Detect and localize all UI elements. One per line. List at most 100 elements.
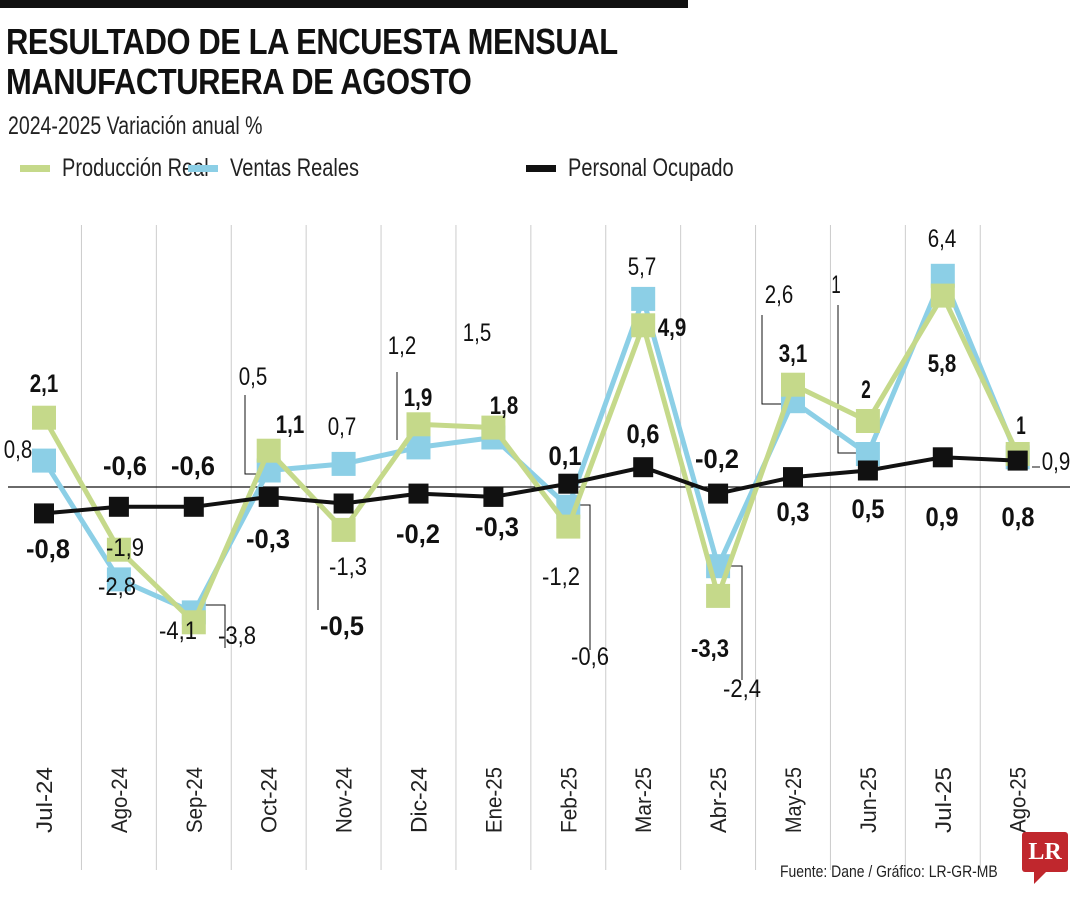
data-label: -0,8 (26, 534, 70, 564)
data-label: 0,5 (239, 363, 268, 391)
data-marker (783, 467, 803, 488)
data-marker (855, 409, 880, 433)
data-label: 0,5 (852, 494, 885, 524)
data-marker (481, 415, 506, 440)
leader-line (761, 315, 790, 405)
title-line-2: MANUFACTURERA DE AGOSTO (6, 61, 472, 102)
x-tick-label: May-25 (781, 767, 806, 833)
data-label: 4,9 (658, 314, 687, 342)
x-tick-label: Ene-25 (481, 767, 506, 833)
data-marker (331, 451, 356, 476)
x-tick-label: Jul-24 (32, 767, 57, 833)
x-tick-label: Jul-25 (931, 767, 956, 833)
data-label: -1,2 (542, 563, 580, 591)
data-marker (32, 448, 56, 473)
data-marker (708, 483, 729, 504)
data-label: -2,8 (98, 573, 136, 601)
data-label: 1,1 (276, 411, 305, 439)
data-marker (408, 483, 429, 504)
legend-label-ventas: Ventas Reales (230, 154, 359, 182)
legend-swatch-produccion (20, 165, 50, 172)
logo-text: LR (1028, 838, 1062, 865)
data-label: 0,1 (549, 441, 582, 471)
data-label: 5,7 (628, 253, 657, 281)
data-marker (706, 583, 731, 608)
data-label: 0,8 (4, 436, 33, 464)
data-label: 2,1 (30, 370, 59, 398)
data-marker (631, 313, 656, 338)
data-marker (258, 486, 279, 507)
data-marker (781, 372, 805, 397)
data-label: 3,1 (779, 340, 808, 368)
data-label: -2,4 (723, 675, 761, 703)
data-marker (181, 610, 206, 635)
legend-personal: Personal Ocupado (526, 154, 775, 183)
data-label: -3,3 (691, 635, 729, 663)
x-tick-label: Oct-24 (257, 767, 282, 833)
data-marker (558, 473, 579, 494)
data-label: 1,5 (463, 319, 492, 347)
data-marker (1007, 450, 1028, 471)
x-tick-label: Dic-24 (407, 767, 432, 833)
data-label: -0,3 (246, 524, 290, 554)
data-marker (106, 537, 131, 562)
data-label: 1 (831, 271, 841, 299)
x-tick-label: Feb-25 (556, 767, 581, 833)
data-marker (331, 517, 356, 542)
x-tick-label: Ago-24 (107, 767, 132, 833)
data-marker (633, 457, 654, 478)
data-label: 0,8 (1002, 502, 1035, 532)
data-label: 1 (1016, 412, 1026, 440)
title-line-1: RESULTADO DE LA ENCUESTA MENSUAL (6, 21, 618, 62)
data-label: -1,3 (329, 553, 367, 581)
x-tick-label: Jun-25 (856, 767, 881, 833)
data-label: 0,3 (777, 497, 810, 527)
data-label: 0,7 (328, 413, 357, 441)
data-label: 2,6 (765, 281, 794, 309)
data-label: 0,6 (627, 419, 660, 449)
leader-line (205, 604, 226, 648)
data-label: -1,9 (106, 534, 144, 562)
data-label: 1,2 (388, 332, 417, 360)
series-line-2 (43, 455, 1018, 516)
data-marker (930, 283, 955, 308)
data-marker (631, 286, 656, 311)
data-marker (857, 460, 878, 481)
data-label: -0,6 (171, 451, 215, 481)
chart-subtitle: 2024-2025 Variación anual % (8, 112, 263, 140)
x-tick-label: Nov-24 (332, 767, 357, 833)
lr-logo: LR (1022, 832, 1068, 884)
x-tick-label: Mar-25 (631, 767, 656, 833)
data-label: -0,6 (103, 451, 147, 481)
source-note: Fuente: Dane / Gráfico: LR-GR-MB (780, 862, 998, 881)
data-label: 2 (861, 376, 871, 404)
data-label: -4,1 (159, 617, 197, 645)
data-label: 6,4 (928, 225, 957, 253)
x-tick-label: Abr-25 (706, 767, 731, 833)
data-marker (32, 405, 56, 430)
top-bar (0, 0, 688, 8)
legend-label-personal: Personal Ocupado (568, 154, 734, 182)
data-marker (483, 486, 504, 507)
x-tick-label: Sep-24 (182, 767, 207, 833)
legend-ventas: Ventas Reales (188, 154, 391, 183)
legend-produccion: Producción Real (20, 154, 245, 183)
data-marker (34, 503, 54, 524)
data-marker (556, 514, 581, 539)
data-label: 1,8 (490, 392, 519, 420)
data-label: -0,2 (396, 519, 440, 549)
data-marker (183, 496, 204, 517)
data-label: 0,9 (926, 502, 959, 532)
data-marker (406, 412, 431, 437)
legend-swatch-personal (526, 165, 556, 172)
series-line-0 (41, 290, 1020, 627)
legend-swatch-ventas (188, 165, 218, 172)
legend-label-produccion: Producción Real (62, 154, 209, 182)
chart-title: RESULTADO DE LA ENCUESTA MENSUAL MANUFAC… (6, 22, 618, 102)
data-label: 1,9 (404, 384, 433, 412)
data-label: -0,3 (475, 512, 519, 542)
data-label: 0,9 (1042, 448, 1071, 476)
data-label: -3,8 (218, 622, 256, 650)
data-label: 5,8 (928, 350, 957, 378)
